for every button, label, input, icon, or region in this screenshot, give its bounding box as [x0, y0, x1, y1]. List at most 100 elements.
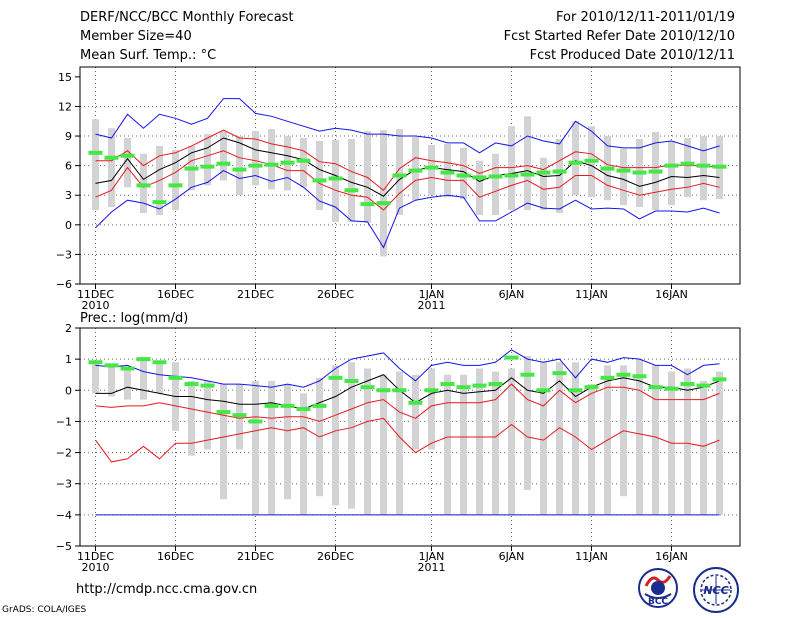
obs-marker [104, 155, 119, 160]
ncc-logo-text: NCC [703, 584, 728, 597]
obs-marker [104, 363, 119, 368]
series-line-q_high [95, 129, 720, 192]
obs-marker [360, 202, 375, 207]
spread-box [220, 384, 227, 500]
plot-frame [79, 327, 741, 547]
series-line-mean [95, 137, 720, 197]
obs-marker [696, 163, 711, 168]
obs-marker [520, 172, 535, 177]
spread-box [124, 138, 131, 188]
spread-box [348, 362, 355, 509]
obs-marker [664, 386, 679, 391]
obs-marker [600, 375, 615, 380]
series-line-q_high [95, 383, 720, 422]
obs-marker [392, 388, 407, 393]
spread-box [364, 368, 371, 515]
obs-marker [168, 375, 183, 380]
start-date: Fcst Started Refer Date 2010/12/10 [503, 29, 735, 44]
obs-marker [232, 167, 247, 172]
spread-box [620, 148, 627, 206]
y-tick-label: 1 [65, 353, 72, 366]
obs-marker [312, 403, 327, 408]
obs-marker [664, 163, 679, 168]
obs-marker [280, 160, 295, 165]
precip-title: Prec.: log(mm/d) [80, 311, 188, 326]
obs-marker [408, 400, 423, 405]
spread-box [252, 380, 259, 515]
obs-marker [184, 166, 199, 171]
spread-box [396, 371, 403, 515]
obs-marker [232, 413, 247, 418]
spread-box [524, 116, 531, 211]
obs-marker [168, 183, 183, 188]
obs-marker [184, 382, 199, 387]
y-tick-label: 0 [65, 219, 72, 232]
spread-box [460, 374, 467, 515]
obs-marker [536, 170, 551, 175]
spread-box [636, 359, 643, 515]
spread-box [572, 362, 579, 515]
member-size: Member Size=40 [80, 29, 192, 44]
obs-marker [456, 385, 471, 390]
spread-box [428, 368, 435, 450]
grads-credit: GrADS: COLA/IGES [2, 605, 87, 615]
spread-box [332, 139, 339, 222]
obs-marker [200, 383, 215, 388]
x-tick-label: 16DEC [157, 288, 194, 301]
obs-marker [264, 162, 279, 167]
y-tick-label: −6 [56, 278, 72, 291]
spread-box [300, 393, 307, 515]
obs-marker [216, 410, 231, 415]
spread-box [428, 144, 435, 196]
obs-marker [584, 158, 599, 163]
obs-marker [152, 360, 167, 365]
y-tick-label: 12 [58, 100, 72, 113]
spread-box [540, 157, 547, 211]
series-line-q_low [95, 417, 720, 463]
obs-marker [136, 357, 151, 362]
spread-box [572, 121, 579, 196]
obs-marker [648, 385, 663, 390]
produced-date: Fcst Produced Date 2010/12/11 [529, 48, 735, 63]
obs-marker [520, 372, 535, 377]
spread-box [332, 365, 339, 506]
obs-marker [136, 183, 151, 188]
obs-marker [120, 366, 135, 371]
obs-marker [296, 158, 311, 163]
spread-box [492, 153, 499, 215]
obs-marker [456, 173, 471, 178]
series-line-max [95, 98, 720, 154]
x-tick-label: 1JAN [419, 288, 445, 301]
spread-box [556, 362, 563, 515]
spread-box [476, 160, 483, 215]
spread-box [412, 374, 419, 450]
x-tick-label: 6JAN [499, 550, 525, 563]
obs-marker [376, 201, 391, 206]
x-tick-label: 21DEC [237, 550, 274, 563]
obs-marker [552, 169, 567, 174]
obs-marker [328, 375, 343, 380]
obs-marker [504, 355, 519, 360]
spread-box [348, 139, 355, 222]
x-tick-label: 16DEC [157, 550, 194, 563]
spread-box [92, 362, 99, 394]
obs-marker [360, 385, 375, 390]
obs-marker [488, 174, 503, 179]
x-tick-label: 6JAN [499, 288, 525, 301]
spread-box [268, 380, 275, 515]
spread-box [524, 356, 531, 490]
y-tick-label: −4 [56, 509, 72, 522]
spread-box [172, 149, 179, 211]
spread-box [236, 136, 243, 196]
source-url[interactable]: http://cmdp.ncc.cma.gov.cn [76, 582, 258, 597]
obs-marker [296, 406, 311, 411]
obs-marker [424, 165, 439, 170]
obs-marker [344, 188, 359, 193]
series-line-max [95, 349, 720, 388]
obs-marker [712, 377, 727, 382]
y-tick-label: −2 [56, 447, 72, 460]
spread-box [716, 371, 723, 515]
obs-marker [600, 166, 615, 171]
